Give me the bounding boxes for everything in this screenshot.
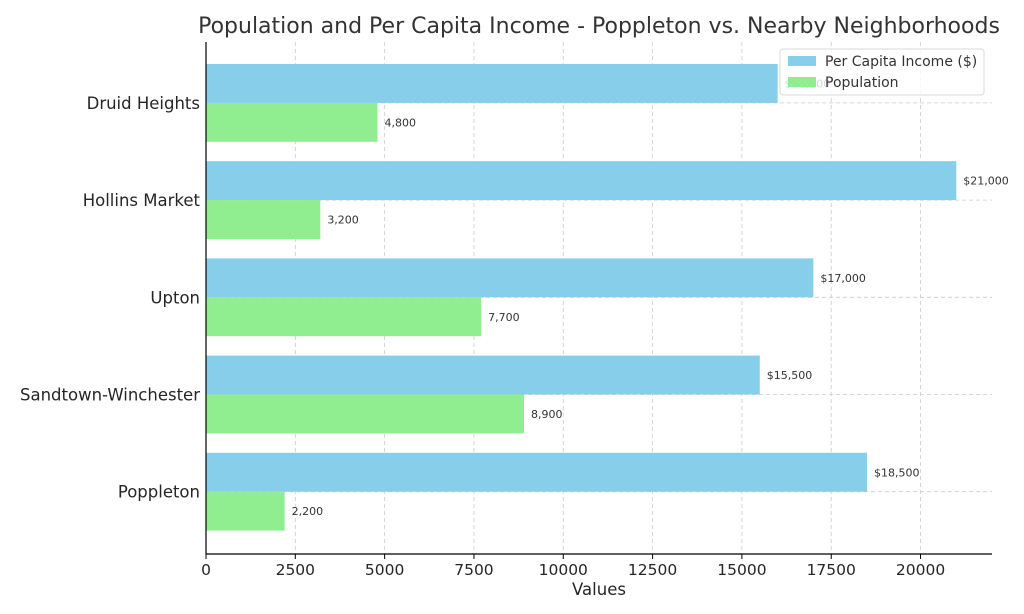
legend-label: Per Capita Income ($): [825, 54, 977, 70]
x-axis-label: Values: [572, 580, 626, 599]
bar-income: [206, 64, 778, 103]
data-label-population: 2,200: [292, 505, 324, 518]
chart-title: Population and Per Capita Income - Poppl…: [198, 14, 1000, 39]
bar-income: [206, 355, 760, 395]
category-label: Sandtown-Winchester: [20, 386, 200, 405]
data-label-income: $18,500: [874, 466, 920, 479]
data-label-population: 4,800: [384, 116, 416, 129]
data-label-population: 8,900: [531, 408, 563, 421]
x-tick-label: 0: [201, 561, 211, 579]
bar-population: [206, 394, 524, 434]
x-tick-label: 5000: [365, 561, 404, 579]
x-tick-label: 17500: [807, 561, 856, 579]
bar-income: [206, 161, 957, 201]
legend: Per Capita Income ($) Population: [779, 48, 985, 96]
bar-population: [206, 297, 482, 337]
axes-layer: Druid Heights Hollins Market Upton Sandtown…: [20, 42, 992, 579]
data-label-income: $17,000: [820, 272, 866, 285]
x-tick-label: 12500: [628, 561, 677, 579]
legend-box: [779, 48, 985, 96]
category-label: Hollins Market: [83, 191, 201, 210]
x-tick-label: 7500: [454, 561, 493, 579]
bar-income: [206, 258, 814, 298]
category-label: Druid Heights: [87, 94, 200, 113]
legend-label: Population: [825, 75, 899, 91]
legend-swatch: [788, 56, 816, 66]
bars-layer: [206, 64, 957, 531]
x-tick-label: 10000: [539, 561, 588, 579]
category-label: Poppleton: [118, 483, 200, 502]
bar-population: [206, 200, 321, 239]
data-label-population: 7,700: [488, 311, 519, 324]
data-label-income: $21,000: [963, 175, 1009, 188]
bar-population: [206, 102, 378, 142]
legend-swatch: [788, 77, 816, 87]
x-tick-label: 15000: [717, 561, 766, 579]
x-tick-label: 2500: [276, 561, 315, 579]
bar-population: [206, 491, 285, 531]
data-label-income: $15,500: [767, 369, 813, 382]
bar-income: [206, 452, 867, 492]
category-label: Upton: [150, 288, 200, 307]
x-tick-label: 20000: [896, 561, 945, 579]
data-label-population: 3,200: [327, 214, 359, 227]
